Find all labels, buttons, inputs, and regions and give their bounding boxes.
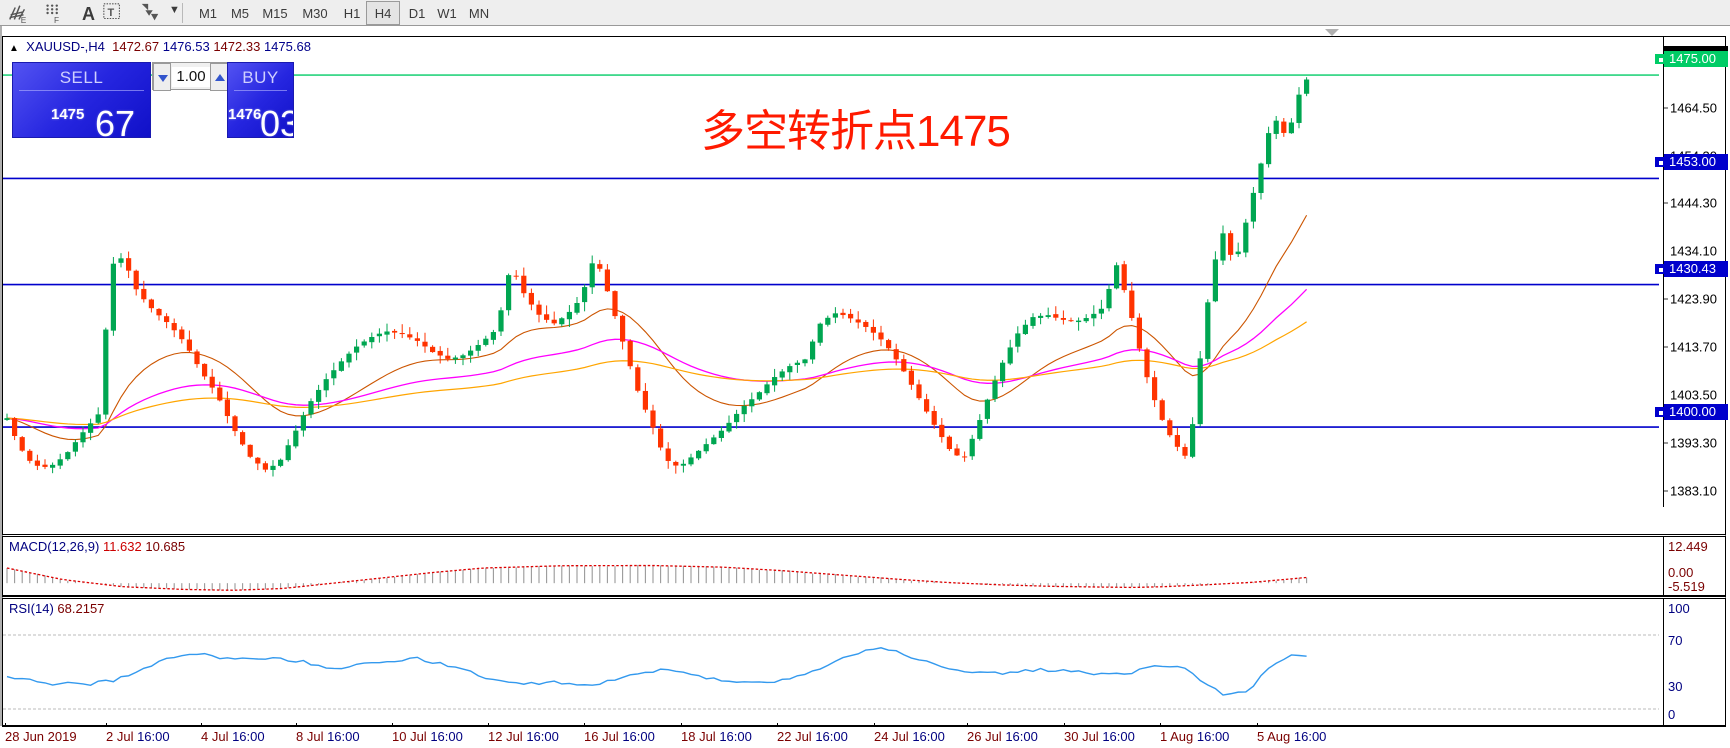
svg-text:T: T bbox=[108, 7, 115, 19]
svg-text:F: F bbox=[54, 16, 59, 24]
svg-text:E: E bbox=[21, 16, 27, 24]
